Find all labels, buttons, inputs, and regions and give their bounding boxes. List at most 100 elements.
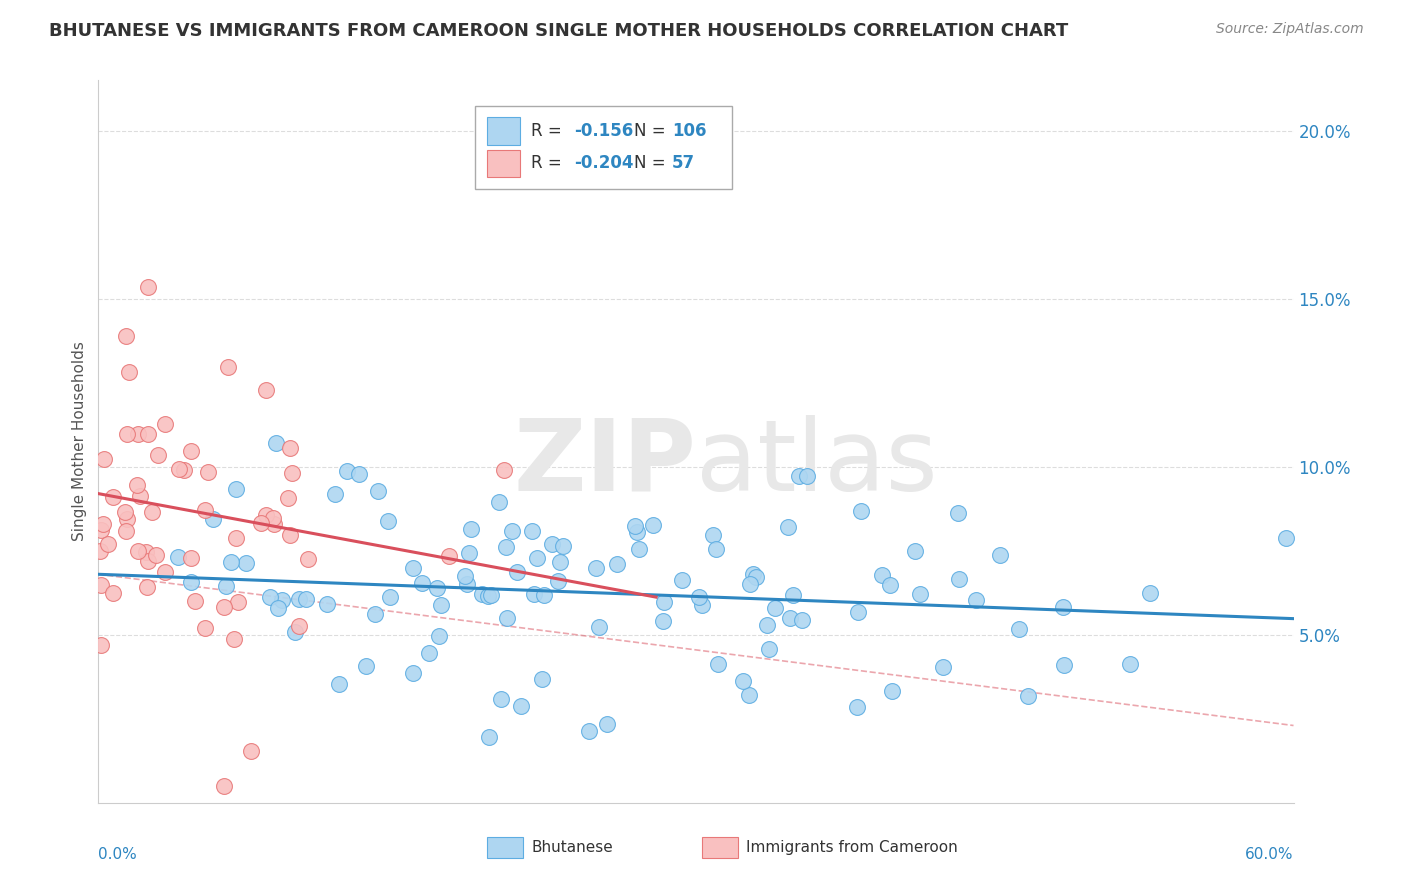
- Point: [733, 673, 755, 688]
- Point: [115, 524, 138, 538]
- Point: [254, 384, 277, 398]
- Point: [411, 575, 433, 590]
- Point: [671, 573, 693, 587]
- Point: [90, 578, 112, 592]
- Point: [478, 730, 501, 744]
- Point: [90, 523, 112, 537]
- Point: [870, 567, 893, 582]
- Point: [194, 621, 217, 635]
- Point: [141, 505, 163, 519]
- Point: [509, 698, 531, 713]
- Point: [690, 598, 713, 612]
- Point: [114, 505, 136, 519]
- Point: [948, 572, 970, 586]
- Point: [402, 666, 425, 681]
- Point: [460, 522, 482, 536]
- Point: [745, 570, 768, 584]
- Point: [585, 561, 607, 575]
- Point: [153, 417, 176, 432]
- Point: [117, 511, 139, 525]
- Point: [606, 557, 628, 571]
- Point: [479, 588, 502, 602]
- Text: -0.204: -0.204: [574, 154, 634, 172]
- Point: [792, 613, 814, 627]
- Point: [1274, 531, 1296, 545]
- Point: [522, 587, 544, 601]
- Point: [879, 578, 901, 592]
- Point: [240, 744, 263, 758]
- Point: [125, 477, 148, 491]
- Point: [325, 487, 347, 501]
- Point: [506, 565, 529, 579]
- Point: [763, 600, 786, 615]
- Text: N =: N =: [634, 122, 671, 140]
- Point: [336, 464, 359, 478]
- Point: [531, 672, 554, 686]
- Point: [214, 779, 236, 793]
- Point: [254, 508, 277, 523]
- Point: [782, 588, 804, 602]
- Point: [263, 517, 285, 532]
- Point: [495, 540, 517, 554]
- Point: [456, 576, 478, 591]
- Point: [267, 601, 290, 615]
- Text: ZIP: ZIP: [513, 415, 696, 512]
- Point: [271, 593, 294, 607]
- Point: [596, 717, 619, 731]
- Point: [115, 427, 138, 442]
- Point: [741, 566, 763, 581]
- Point: [1053, 657, 1076, 672]
- Point: [281, 467, 304, 481]
- Point: [146, 448, 169, 462]
- Point: [127, 426, 149, 441]
- Point: [756, 618, 779, 632]
- Point: [89, 544, 111, 558]
- Text: -0.156: -0.156: [574, 122, 633, 140]
- Point: [1008, 622, 1031, 636]
- Point: [737, 688, 759, 702]
- Point: [136, 280, 159, 294]
- Point: [627, 542, 650, 557]
- Point: [488, 495, 510, 509]
- Point: [494, 463, 516, 477]
- Point: [173, 463, 195, 477]
- Point: [418, 646, 440, 660]
- Point: [264, 436, 287, 450]
- Point: [522, 524, 544, 538]
- FancyBboxPatch shape: [702, 837, 738, 858]
- Point: [426, 581, 449, 595]
- Point: [880, 684, 903, 698]
- Text: BHUTANESE VS IMMIGRANTS FROM CAMEROON SINGLE MOTHER HOUSEHOLDS CORRELATION CHART: BHUTANESE VS IMMIGRANTS FROM CAMEROON SI…: [49, 22, 1069, 40]
- Point: [1017, 689, 1039, 703]
- Point: [846, 700, 869, 714]
- Point: [136, 580, 159, 594]
- Point: [225, 483, 247, 497]
- Point: [356, 659, 378, 673]
- Point: [101, 491, 124, 505]
- Text: 60.0%: 60.0%: [1246, 847, 1294, 863]
- Point: [702, 527, 724, 541]
- Point: [226, 595, 249, 609]
- FancyBboxPatch shape: [486, 150, 520, 178]
- Point: [278, 442, 301, 456]
- Point: [222, 632, 245, 647]
- Point: [553, 539, 575, 553]
- Point: [118, 365, 141, 379]
- Point: [787, 469, 810, 483]
- FancyBboxPatch shape: [486, 117, 520, 145]
- Point: [97, 537, 120, 551]
- Point: [548, 555, 571, 569]
- Point: [707, 657, 730, 671]
- Point: [153, 566, 176, 580]
- Point: [295, 592, 318, 607]
- Point: [262, 510, 284, 524]
- Point: [235, 556, 257, 570]
- Text: atlas: atlas: [696, 415, 938, 512]
- Text: N =: N =: [634, 154, 671, 172]
- Point: [626, 525, 648, 540]
- Point: [90, 638, 112, 652]
- Point: [458, 547, 481, 561]
- Text: 0.0%: 0.0%: [98, 847, 138, 863]
- Point: [194, 502, 217, 516]
- Point: [540, 537, 562, 551]
